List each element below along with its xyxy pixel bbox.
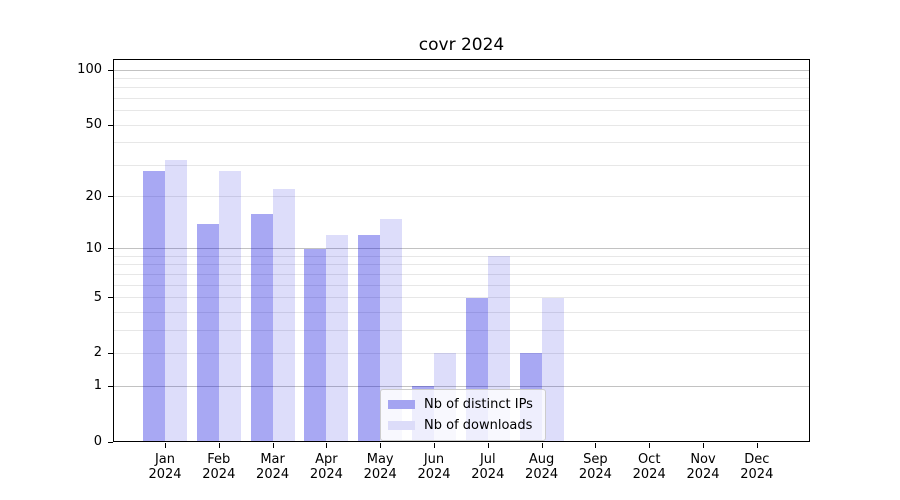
x-tick-may — [380, 443, 382, 448]
gridline-minor-7 — [114, 273, 809, 275]
y-tick-1 — [108, 385, 113, 387]
gridline-minor-40 — [114, 142, 809, 144]
x-tick-apr — [326, 443, 328, 448]
x-tick-jan — [165, 443, 166, 448]
legend: Nb of distinct IPs Nb of downloads — [380, 389, 546, 441]
x-tick-nov — [703, 443, 704, 448]
y-tick-label-2: 2 — [93, 345, 102, 361]
legend-item-distinct-ips: Nb of distinct IPs — [388, 397, 533, 412]
bar-distinct-ips-jan-2024 — [143, 170, 165, 442]
legend-label-downloads: Nb of downloads — [424, 418, 533, 433]
y-tick-label-5: 5 — [93, 289, 102, 305]
y-tick-label-100: 100 — [77, 62, 102, 77]
gridline-minor-3 — [114, 329, 809, 331]
x-tick-feb — [218, 443, 220, 448]
x-tick-label-jul: Jul 2024 — [471, 452, 505, 482]
gridline-major-1 — [114, 385, 809, 387]
x-tick-label-aug: Aug 2024 — [525, 452, 559, 482]
x-tick-label-sep: Sep 2024 — [578, 452, 612, 482]
gridline-minor-9 — [114, 255, 809, 257]
gridline-minor-4 — [114, 311, 809, 313]
y-tick-5 — [108, 297, 113, 299]
bar-distinct-ips-feb-2024 — [196, 223, 219, 442]
legend-swatch-distinct-ips-icon — [388, 400, 415, 409]
gridline-minor-70 — [114, 97, 809, 99]
x-tick-aug — [541, 443, 543, 448]
y-tick-2 — [108, 352, 113, 354]
bar-distinct-ips-mar-2024 — [250, 213, 273, 442]
gridline-minor-50 — [114, 124, 809, 126]
gridline-minor-2 — [114, 352, 809, 354]
x-tick-label-feb: Feb 2024 — [202, 452, 236, 482]
chart-title: covr 2024 — [418, 35, 505, 55]
gridline-minor-30 — [114, 164, 809, 166]
x-tick-dec — [756, 443, 758, 448]
x-tick-label-jan: Jan 2024 — [148, 452, 182, 482]
x-tick-jun — [434, 443, 435, 448]
legend-item-downloads: Nb of downloads — [388, 418, 533, 433]
x-tick-sep — [595, 443, 597, 448]
gridline-minor-80 — [114, 87, 809, 89]
legend-swatch-downloads-icon — [388, 421, 415, 430]
gridline-minor-8 — [114, 264, 809, 266]
x-tick-label-dec: Dec 2024 — [740, 452, 774, 482]
y-tick-100 — [108, 69, 113, 71]
bar-downloads-may-2024 — [380, 218, 403, 442]
x-tick-label-jun: Jun 2024 — [417, 452, 451, 482]
legend-label-distinct-ips: Nb of distinct IPs — [424, 397, 533, 412]
y-tick-label-50: 50 — [85, 117, 102, 133]
x-tick-mar — [272, 443, 274, 448]
x-tick-label-may: May 2024 — [363, 452, 397, 482]
x-tick-jul — [487, 443, 489, 448]
y-tick-10 — [108, 248, 113, 250]
bar-downloads-jan-2024 — [165, 160, 187, 442]
x-tick-label-oct: Oct 2024 — [632, 452, 666, 482]
bar-downloads-aug-2024 — [541, 297, 564, 442]
gridline-major-10 — [114, 248, 809, 250]
y-tick-label-0: 0 — [93, 434, 102, 449]
gridline-major-100 — [114, 69, 809, 71]
y-tick-50 — [108, 124, 113, 126]
gridline-minor-90 — [114, 77, 809, 79]
bar-distinct-ips-may-2024 — [358, 235, 381, 442]
y-tick-0 — [108, 441, 113, 443]
x-tick-oct — [649, 443, 651, 448]
gridline-minor-5 — [114, 297, 809, 299]
bar-downloads-apr-2024 — [326, 235, 349, 442]
y-tick-label-20: 20 — [85, 188, 102, 204]
y-tick-label-10: 10 — [85, 240, 102, 256]
y-tick-20 — [108, 196, 113, 198]
gridline-minor-60 — [114, 110, 809, 112]
x-tick-label-apr: Apr 2024 — [309, 452, 343, 482]
x-tick-label-mar: Mar 2024 — [256, 452, 290, 482]
x-tick-label-nov: Nov 2024 — [686, 452, 720, 482]
gridline-minor-6 — [114, 284, 809, 286]
y-tick-label-1: 1 — [93, 378, 102, 394]
bar-distinct-ips-apr-2024 — [304, 248, 327, 442]
bar-downloads-mar-2024 — [272, 189, 295, 442]
bar-downloads-feb-2024 — [218, 170, 241, 442]
gridline-minor-20 — [114, 196, 809, 198]
